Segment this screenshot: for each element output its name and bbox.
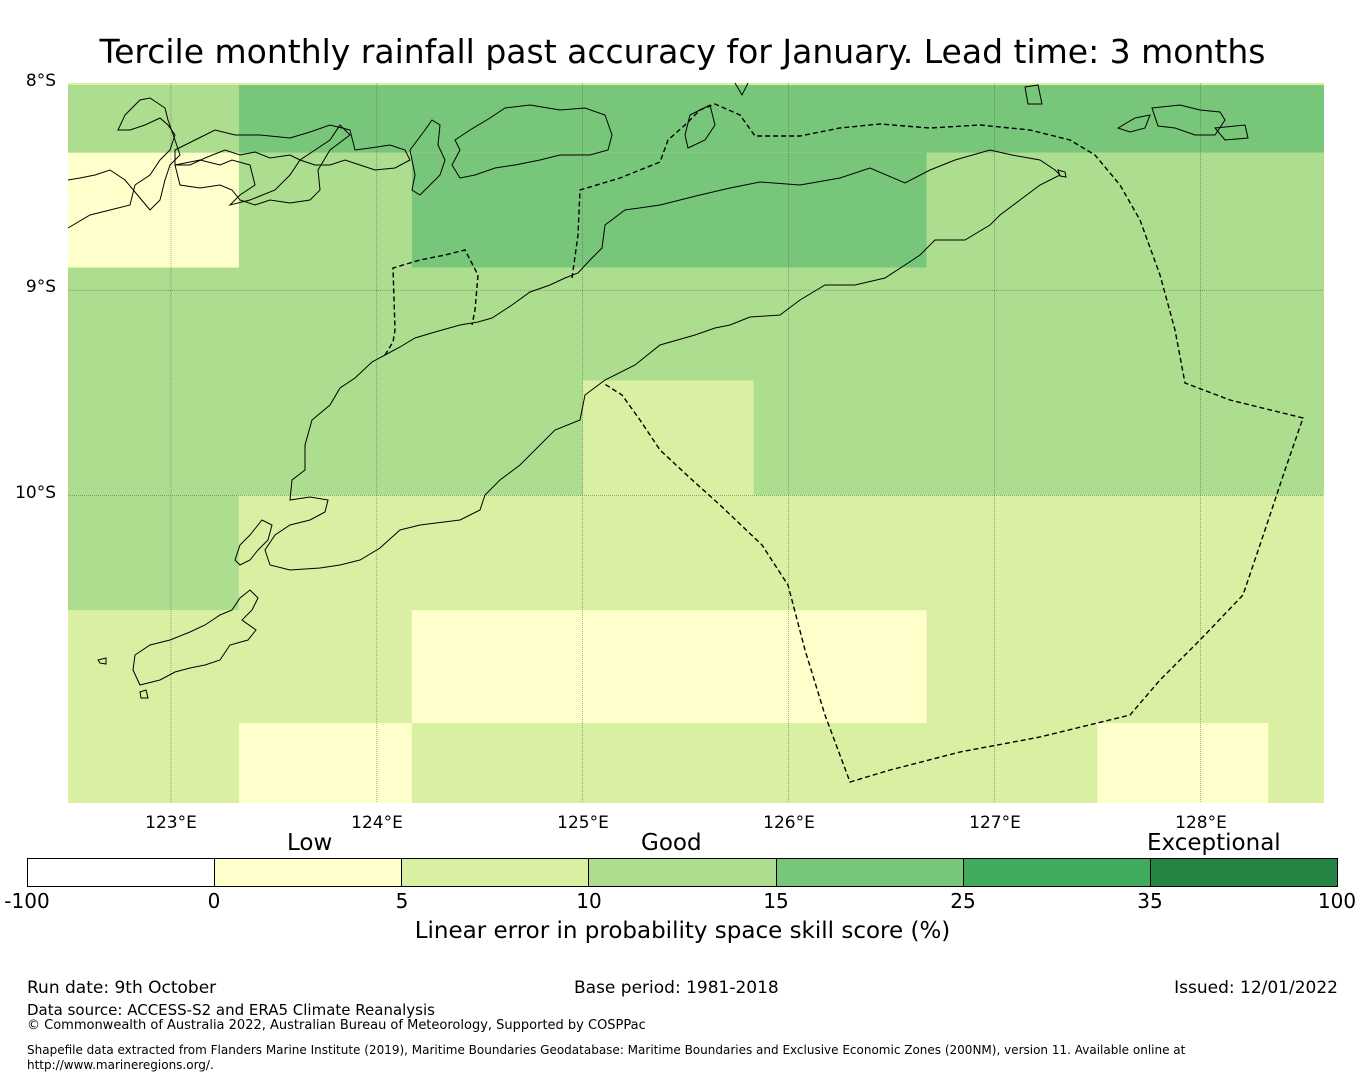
timor-coastline (264, 149, 1061, 571)
grid-cell-9 (753, 380, 1324, 496)
eez-boundary-timor-leste-north (571, 103, 1304, 783)
grid-cell-5 (926, 152, 1324, 268)
grid-cell-16 (238, 723, 412, 803)
grid-cell-18 (1097, 723, 1269, 803)
coastlines-layer (67, 82, 1249, 699)
island-north-5 (734, 82, 749, 97)
grid-cell-15 (68, 723, 239, 803)
grid-cell-17 (411, 723, 1098, 803)
lon-label-123e: 123°E (145, 813, 197, 833)
colorbar-tick-3: 10 (576, 889, 602, 913)
colorbar-segment-2 (402, 859, 590, 886)
lembata-coastline (174, 124, 411, 171)
data-source: Data source: ACCESS-S2 and ERA5 Climate … (27, 1001, 435, 1019)
shapefile-credit: Shapefile data extracted from Flanders M… (27, 1043, 1186, 1072)
colorbar-tick-1: 0 (207, 889, 221, 913)
colorbar (27, 858, 1338, 887)
grid-cell-1 (238, 85, 1325, 153)
copyright: © Commonwealth of Australia 2022, Austra… (27, 1018, 646, 1033)
lon-label-128e: 128°E (1175, 813, 1227, 833)
colorbar-title: Linear error in probability space skill … (414, 918, 951, 944)
colorbar-tick-7: 100 (1317, 889, 1357, 913)
grid-cell-11 (238, 495, 1325, 611)
colorbar-segment-6 (1150, 859, 1337, 886)
grid-cell-10 (68, 495, 239, 611)
colorbar-segment-4 (776, 859, 964, 886)
grid-cell-4 (411, 152, 927, 268)
grid-cell-12 (68, 610, 412, 723)
grid-cell-2 (68, 152, 239, 268)
rote-coastline (132, 589, 259, 686)
lon-label-126e: 126°E (763, 813, 815, 833)
jaco-island (1057, 169, 1067, 178)
legend-category-low: Low (287, 830, 333, 856)
wetar-coastline (684, 104, 716, 149)
island-north-2 (1116, 114, 1151, 133)
colorbar-tick-0: -100 (4, 889, 50, 913)
grid-cell-19 (1268, 723, 1324, 803)
grid-cell-0 (68, 85, 239, 153)
colorbar-tick-4: 15 (763, 889, 789, 913)
grid-cell-3 (238, 152, 412, 268)
colorbar-tick-5: 25 (950, 889, 976, 913)
grid-cell-6 (68, 267, 1324, 381)
lon-label-127e: 127°E (969, 813, 1021, 833)
gridlines-layer (68, 83, 1324, 803)
legend-category-good: Good (641, 830, 702, 856)
run-date: Run date: 9th October (27, 978, 217, 998)
grid-cell-14 (926, 610, 1324, 723)
legend-category-exceptional: Exceptional (1147, 830, 1281, 856)
colorbar-segment-0 (28, 859, 216, 886)
grid-cell-13 (411, 610, 927, 723)
grid-cell-8 (582, 380, 754, 496)
eez-boundaries-layer (384, 103, 1304, 783)
base-period: Base period: 1981-2018 (574, 978, 779, 998)
issued-date: Issued: 12/01/2022 (1174, 978, 1338, 998)
grid-cell-7 (68, 380, 583, 496)
ndao-coastline (97, 657, 107, 665)
colorbar-tick-6: 35 (1137, 889, 1163, 913)
grid-cells-layer (68, 85, 1325, 803)
lon-label-124e: 124°E (351, 813, 403, 833)
island-north-1 (1024, 84, 1043, 105)
island-north-4 (1214, 124, 1249, 141)
colorbar-segment-1 (215, 859, 403, 886)
pantar-coastline (409, 119, 446, 196)
lat-label-9s: 9°S (25, 277, 56, 297)
lon-label-125e: 125°E (557, 813, 609, 833)
adonara-coastline (174, 124, 351, 206)
colorbar-segment-5 (963, 859, 1151, 886)
chart-title: Tercile monthly rainfall past accuracy f… (99, 32, 1266, 71)
eez-boundary-oecusse (384, 249, 479, 356)
lat-label-8s: 8°S (25, 71, 56, 91)
lat-label-10s: 10°S (15, 483, 56, 503)
colorbar-segment-3 (589, 859, 777, 886)
semau-coastline (234, 519, 273, 566)
small-island-coastline (139, 689, 149, 699)
flores-east-coastline (67, 97, 181, 229)
colorbar-tick-2: 5 (395, 889, 409, 913)
alor-coastline (451, 104, 613, 179)
